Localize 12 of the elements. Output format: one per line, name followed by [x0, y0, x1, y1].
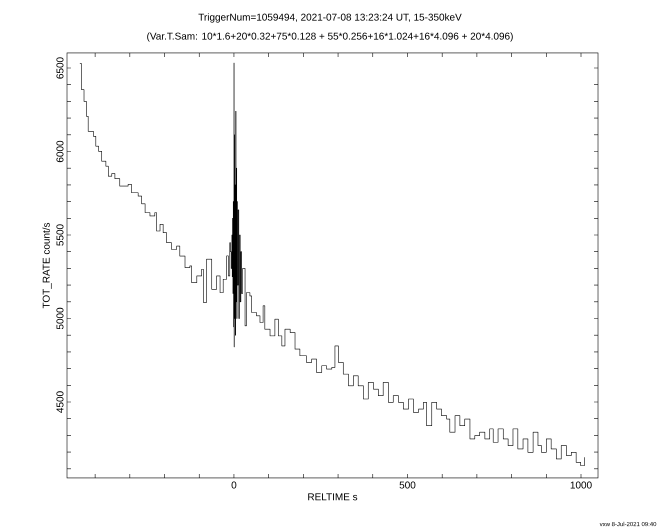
x-tick-label: 1000: [570, 482, 592, 489]
x-tick-label: 500: [400, 482, 416, 489]
chart-subtitle: (Var.T.Sam: 10*1.6+20*0.32+75*0.128 + 55*0.256+16*1.024+16*4.096 + 20*4.096): [147, 32, 513, 42]
y-tick-label: 6000: [56, 140, 64, 162]
y-tick-label: 5000: [56, 308, 64, 330]
x-axis-title: RELTIME s: [308, 493, 358, 500]
y-tick-label: 6500: [56, 57, 64, 79]
chart-title: TriggerNum=1059494, 2021-07-08 13:23:24 UT, 15-350keV: [198, 13, 462, 23]
y-axis-title: TOT_RATE count/s: [42, 222, 52, 308]
y-tick-label: 5500: [56, 224, 64, 246]
x-tick-label: 0: [232, 482, 236, 489]
y-tick-label: 4500: [56, 391, 64, 413]
